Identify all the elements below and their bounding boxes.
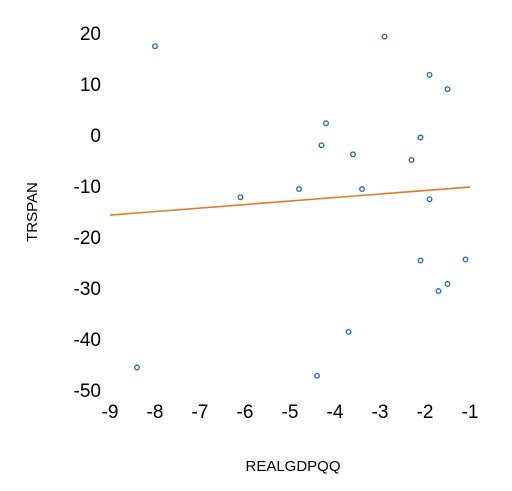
data-point [151,43,158,50]
x-tick-label: -5 [282,402,299,423]
y-axis-ticks: -50 -40 -30 -20 -10 0 10 20 [74,24,101,402]
trendline [109,186,471,216]
data-point [444,86,451,93]
data-point [359,186,366,193]
data-point [426,71,433,78]
data-point [314,372,321,379]
x-tick-label: -8 [147,402,164,423]
data-point [237,194,244,201]
data-point [318,142,325,149]
x-axis-ticks: -9 -8 -7 -6 -5 -4 -3 -2 -1 [102,402,479,423]
y-tick-label: -20 [74,228,101,249]
x-tick-label: -3 [372,402,389,423]
data-point [381,33,388,40]
data-point [133,364,140,371]
data-point [462,256,469,263]
y-tick-label: -40 [74,330,101,351]
data-point [444,280,451,287]
data-point [426,196,433,203]
y-tick-label: -50 [74,381,101,402]
data-point [417,257,424,264]
x-tick-label: -6 [237,402,254,423]
y-tick-label: 20 [80,24,101,45]
x-tick-label: -7 [192,402,209,423]
data-point [417,134,424,141]
series-layer [109,33,471,379]
data-point [323,120,330,127]
x-tick-label: -1 [462,402,479,423]
data-point [345,328,352,335]
x-axis-title: REALGDPQQ [245,458,340,475]
x-tick-label: -2 [417,402,434,423]
y-tick-label: 0 [90,126,101,147]
y-tick-label: 10 [80,75,101,96]
y-tick-label: -10 [74,177,101,198]
data-point [408,156,415,163]
x-tick-label: -4 [327,402,344,423]
data-point [435,288,442,295]
data-point [350,151,357,158]
data-point [296,186,303,193]
y-axis-title: TRSPAN [24,182,41,242]
x-tick-label: -9 [102,402,119,423]
y-tick-label: -30 [74,279,101,300]
